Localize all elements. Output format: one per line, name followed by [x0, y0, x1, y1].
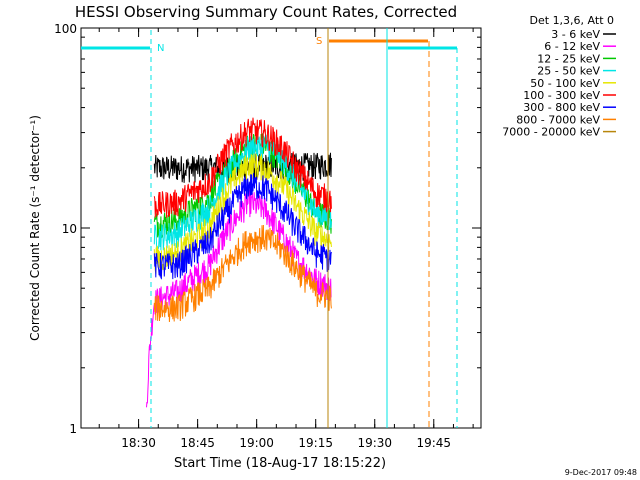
series-line-3 — [153, 133, 332, 251]
legend-title: Det 1,3,6, Att 0 — [530, 14, 614, 27]
chart-title: HESSI Observing Summary Count Rates, Cor… — [75, 3, 457, 21]
y-axis-label: Corrected Count Rate (s⁻¹ detector⁻¹) — [28, 115, 42, 341]
annotation-markers: N S — [81, 28, 458, 428]
series-line-4 — [153, 153, 332, 274]
series-line-5 — [153, 117, 332, 218]
x-tick-label: 19:15 — [298, 436, 333, 450]
y-tick-label: 10 — [62, 222, 77, 236]
y-tick-label: 100 — [54, 22, 77, 36]
x-axis-label: Start Time (18-Aug-17 18:15:22) — [174, 456, 386, 471]
legend-entry-label: 800 - 7000 keV — [516, 113, 600, 126]
footer-date: 9-Dec-2017 09:48 — [565, 468, 637, 477]
legend-entry-label: 300 - 800 keV — [523, 101, 600, 114]
x-tick-label: 19:30 — [357, 436, 392, 450]
s-marker-label: S — [316, 36, 322, 47]
legend-entry-label: 6 - 12 keV — [544, 40, 600, 53]
series-layer — [146, 117, 332, 408]
legend-entry-label: 50 - 100 keV — [530, 77, 600, 90]
x-tick-label: 18:45 — [180, 436, 215, 450]
y-tick-label: 1 — [69, 422, 77, 436]
series-line-6 — [153, 173, 332, 280]
x-tick-layer: 18:30 18:45 19:00 19:15 19:30 19:45 — [98, 28, 474, 450]
legend-entry-label: 3 - 6 keV — [551, 28, 600, 41]
y-tick-layer: 1 10 100 — [54, 22, 481, 436]
x-tick-label: 19:00 — [239, 436, 274, 450]
series-line-7 — [153, 224, 332, 323]
n-marker-label: N — [157, 43, 164, 54]
legend-entry-label: 12 - 25 keV — [537, 52, 600, 65]
x-tick-label: 18:30 — [121, 436, 156, 450]
x-tick-label: 19:45 — [416, 436, 451, 450]
legend-entry-label: 100 - 300 keV — [523, 89, 600, 102]
legend-entry-label: 7000 - 20000 keV — [502, 126, 600, 139]
legend-entry-label: 25 - 50 keV — [537, 65, 600, 78]
